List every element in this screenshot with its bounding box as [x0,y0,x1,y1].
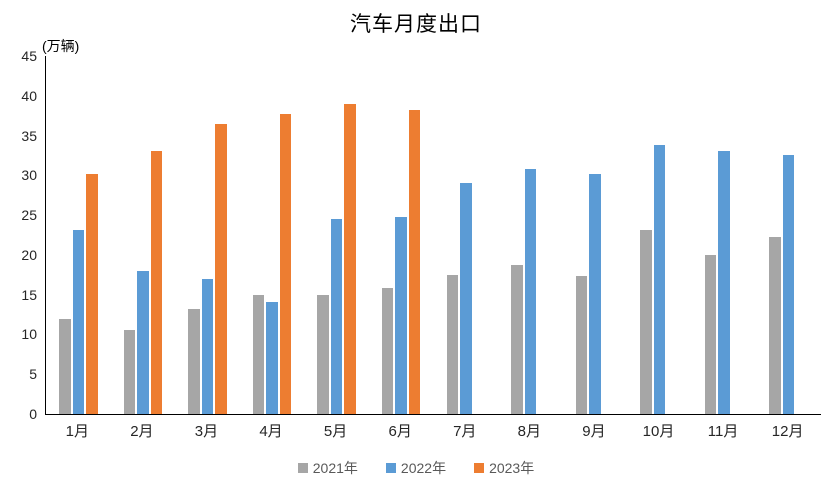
bar-group-1月 [46,56,111,414]
bar-2021年-2月 [123,330,136,414]
y-tick-label-10: 10 [21,326,37,343]
bar-2022年-10月 [653,145,666,414]
bar-2021年-3月 [188,309,200,414]
legend-item-2021年: 2021年 [297,458,358,478]
bar-group-12月 [756,56,821,414]
x-label-9月: 9月 [582,423,606,440]
bar-2022年-1月 [72,230,85,414]
bar-2022年-12月 [782,155,795,414]
x-label-4月: 4月 [259,423,283,440]
bar-2021年-1月 [59,318,71,414]
bar-2022年-9月 [589,173,601,414]
bar-group-11月 [692,56,757,414]
bar-group-3月 [175,56,240,414]
legend-label: 2023年 [489,460,535,476]
chart-legend: 2021年 2022年 2023年 [0,458,832,478]
bar-2021年-8月 [511,265,523,414]
x-label-10月: 10月 [642,423,675,440]
y-tick-label-40: 40 [21,87,37,104]
bar-group-5月 [304,56,369,414]
bar-group-9月 [563,56,628,414]
x-axis-labels: 1月 2月 3月 4月 5月 6月 7月 8月 9月 10月 11月 12月 [45,420,820,441]
bar-group-7月 [433,56,498,414]
y-tick-label-45: 45 [21,48,37,64]
bar-2021年-7月 [446,274,458,414]
bar-2021年-10月 [640,230,652,414]
bar-group-2月 [111,56,176,414]
bar-2021年-12月 [769,236,781,414]
bar-series-container [46,56,821,414]
x-label-11月: 11月 [707,423,739,440]
y-tick-label-15: 15 [21,286,37,303]
bar-2023年-5月 [344,103,356,414]
y-tick-label-20: 20 [21,246,37,263]
legend-swatch-icon [297,463,308,473]
bar-group-8月 [498,56,563,414]
legend-label: 2022年 [400,460,447,476]
bar-2022年-11月 [718,151,730,414]
bar-2022年-4月 [266,301,278,414]
bar-2021年-6月 [381,288,394,414]
legend-swatch-icon [474,463,485,473]
bar-2023年-6月 [408,110,421,414]
y-tick-label-35: 35 [21,127,37,144]
bar-2023年-1月 [86,173,98,414]
bar-2021年-9月 [575,276,588,414]
bar-2022年-5月 [330,219,343,414]
bar-group-4月 [240,56,305,414]
bar-2021年-4月 [252,294,265,414]
legend-item-2023年: 2023年 [474,458,534,478]
y-tick-label-0: 0 [29,406,37,422]
y-tick-label-25: 25 [21,207,37,224]
plot-area [45,56,821,415]
bar-2021年-5月 [317,294,329,414]
x-label-7月: 7月 [453,423,477,440]
bar-2023年-3月 [215,124,227,414]
bar-2022年-2月 [137,270,149,414]
y-axis-unit-label: (万辆) [42,38,80,54]
x-label-12月: 12月 [771,423,804,440]
y-tick-label-30: 30 [21,167,37,184]
bar-group-6月 [369,56,434,414]
bar-2023年-2月 [150,151,163,414]
bar-2021年-11月 [704,254,717,414]
bar-2022年-8月 [524,168,537,414]
x-label-8月: 8月 [517,423,541,440]
legend-swatch-icon [385,463,396,473]
chart-title: 汽车月度出口 [350,12,482,36]
x-label-5月: 5月 [323,423,348,440]
x-label-6月: 6月 [388,423,412,440]
bar-2022年-3月 [201,278,214,414]
y-tick-label-5: 5 [29,366,37,383]
bar-2022年-6月 [395,216,407,414]
x-label-2月: 2月 [130,423,154,440]
bar-group-10月 [627,56,692,414]
legend-item-2022年: 2022年 [385,458,447,478]
x-label-1月: 1月 [65,423,89,440]
legend-label: 2021年 [312,460,358,476]
x-label-3月: 3月 [194,423,219,440]
bar-2022年-7月 [460,183,472,414]
bar-2023年-4月 [279,114,292,414]
